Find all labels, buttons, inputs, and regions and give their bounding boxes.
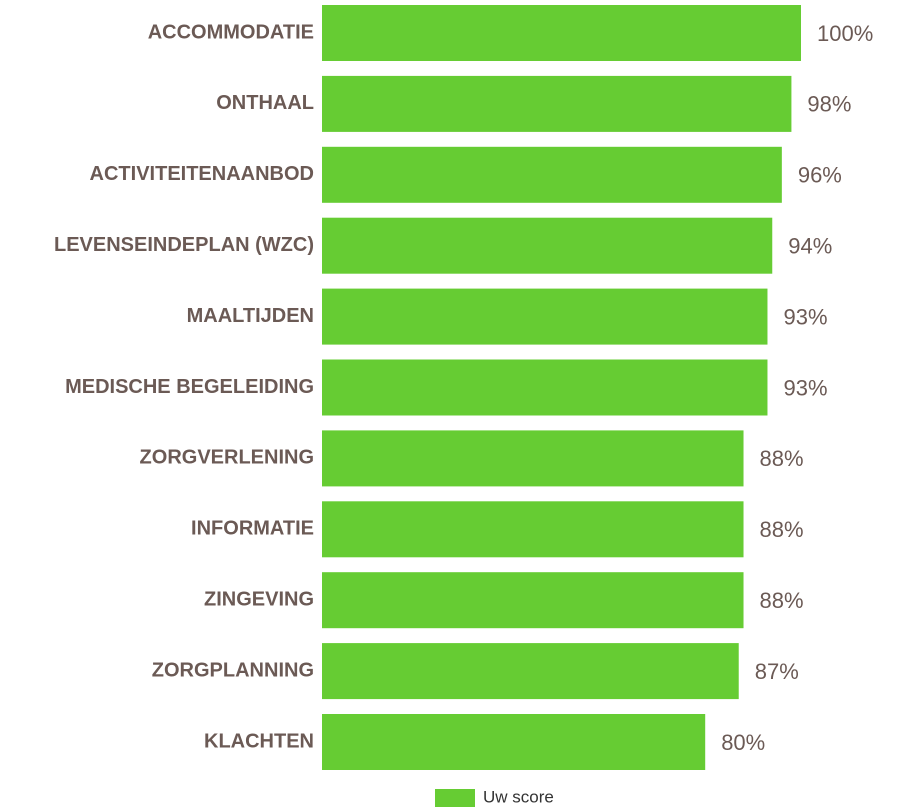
value-label: 93% xyxy=(783,304,827,329)
value-label: 96% xyxy=(798,163,842,188)
bar xyxy=(322,217,773,274)
category-label: MEDISCHE BEGELEIDING xyxy=(65,376,314,398)
bar xyxy=(322,288,768,345)
category-label: ZORGPLANNING xyxy=(152,659,314,681)
value-label: 94% xyxy=(788,234,832,259)
category-label: ACCOMMODATIE xyxy=(148,21,314,43)
bar xyxy=(322,501,744,558)
category-label: KLACHTEN xyxy=(204,730,314,752)
legend-label: Uw score xyxy=(483,787,554,806)
category-label: ZINGEVING xyxy=(204,588,314,610)
value-label: 88% xyxy=(760,517,804,542)
category-label: LEVENSEINDEPLAN (WZC) xyxy=(54,234,314,256)
bar xyxy=(322,5,801,61)
value-label: 88% xyxy=(760,588,804,613)
bar xyxy=(322,75,792,132)
value-label: 87% xyxy=(755,659,799,684)
category-label: MAALTIJDEN xyxy=(187,305,314,327)
bar xyxy=(322,643,739,700)
category-label: ZORGVERLENING xyxy=(140,447,314,469)
bar xyxy=(322,714,706,770)
category-label: ONTHAAL xyxy=(216,92,314,114)
category-label: ACTIVITEITENAANBOD xyxy=(90,163,314,185)
bar xyxy=(322,430,744,487)
bar xyxy=(322,146,782,203)
bar xyxy=(322,359,768,416)
value-label: 98% xyxy=(807,92,851,117)
bar xyxy=(322,572,744,629)
category-label: INFORMATIE xyxy=(191,518,314,540)
value-label: 80% xyxy=(721,730,765,755)
legend-swatch xyxy=(435,789,475,807)
value-label: 100% xyxy=(817,21,873,46)
value-label: 93% xyxy=(783,375,827,400)
value-label: 88% xyxy=(760,446,804,471)
